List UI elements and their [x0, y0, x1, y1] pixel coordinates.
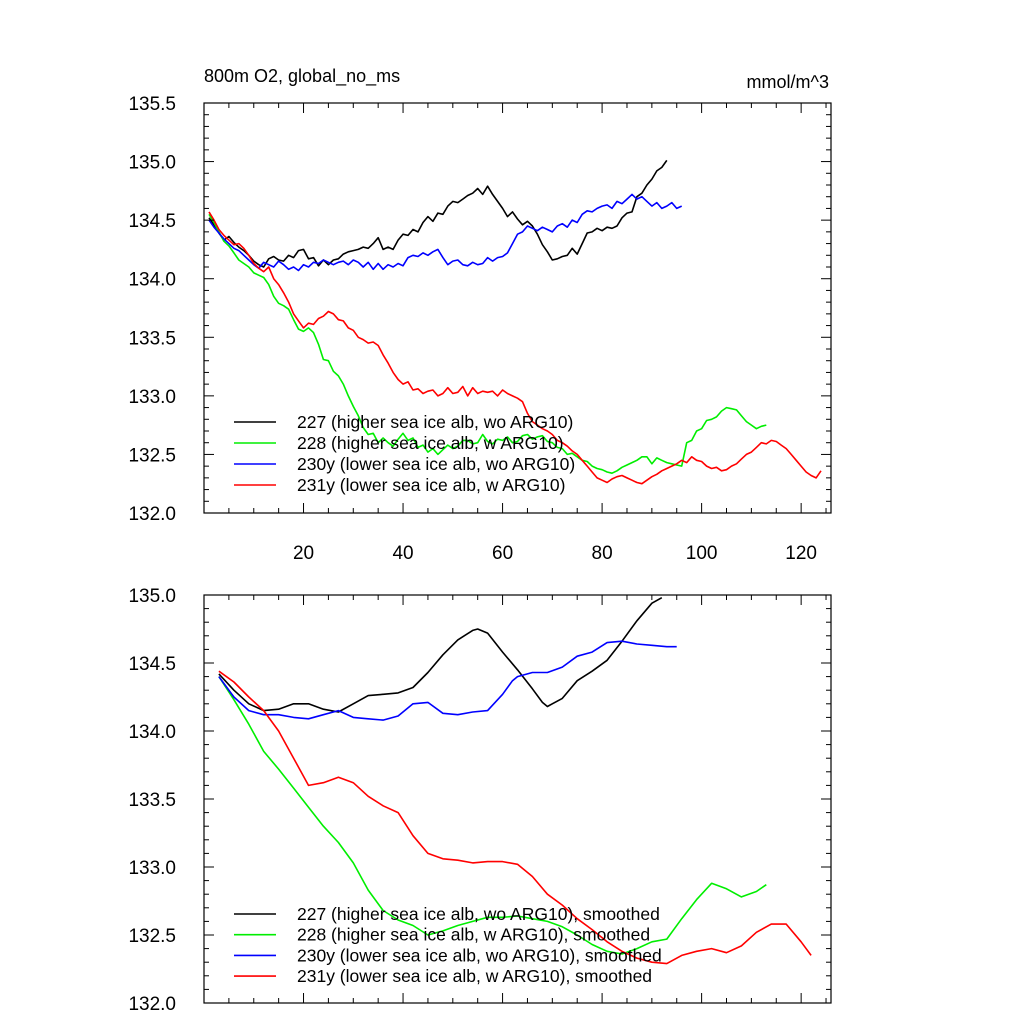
chart-title: 800m O2, global_no_ms [204, 66, 400, 87]
series-line-2 [218, 676, 767, 955]
x-tick-label: 40 [392, 543, 413, 564]
y-tick-label: 132.5 [128, 445, 176, 466]
x-tick-label: 100 [686, 543, 718, 564]
x-tick-label: 80 [592, 543, 613, 564]
y-tick-label: 135.0 [128, 153, 176, 174]
legend-label: 231y (lower sea ice alb, w ARG10) [297, 475, 565, 495]
legend-label: 230y (lower sea ice alb, wo ARG10), smoo… [297, 945, 662, 965]
units-label: mmol/m^3 [747, 72, 829, 92]
y-tick-label: 133.5 [128, 790, 176, 811]
y-tick-label: 135.0 [128, 586, 176, 607]
y-tick-label: 135.5 [128, 94, 176, 115]
y-tick-label: 134.0 [128, 270, 176, 291]
bottom-panel: 132.0 132.5 133.0 133.5 134.0 134.5 135.0 227 (… [128, 586, 832, 1015]
legend-label: 231y (lower sea ice alb, w ARG10), smoot… [297, 966, 652, 986]
legend-label: 230y (lower sea ice alb, wo ARG10) [297, 454, 575, 474]
series-line-1 [208, 159, 668, 268]
legend-label: 228 (higher sea ice alb, w ARG10), smoot… [297, 925, 650, 945]
y-tick-label: 133.0 [128, 858, 176, 879]
x-tick-label: 20 [293, 543, 314, 564]
y-tick-label: 132.5 [128, 926, 176, 947]
y-tick-label: 134.5 [128, 211, 176, 232]
series-line-4 [208, 211, 822, 485]
x-tick-label: 60 [492, 543, 513, 564]
legend-label: 228 (higher sea ice alb, w ARG10) [297, 433, 564, 453]
series-line-3 [218, 640, 677, 721]
legend-label: 227 (higher sea ice alb, wo ARG10), smoo… [297, 904, 660, 924]
series-line-3 [208, 193, 683, 272]
y-tick-label: 133.5 [128, 328, 176, 349]
top-panel: 132.0 132.5 133.0 133.5 134.0 134.5 135.0 135.5… [128, 66, 832, 564]
y-tick-label: 133.0 [128, 387, 176, 408]
y-tick-label: 134.5 [128, 654, 176, 675]
series-line-2 [208, 213, 767, 475]
series-line-1 [218, 597, 663, 713]
series-line-4 [218, 670, 812, 965]
plot-frame [203, 102, 832, 514]
x-tick-label: 120 [785, 543, 817, 564]
y-tick-label: 132.0 [128, 504, 176, 525]
y-tick-label: 132.0 [128, 994, 176, 1015]
legend-label: 227 (higher sea ice alb, wo ARG10) [297, 412, 573, 432]
y-tick-label: 134.0 [128, 722, 176, 743]
